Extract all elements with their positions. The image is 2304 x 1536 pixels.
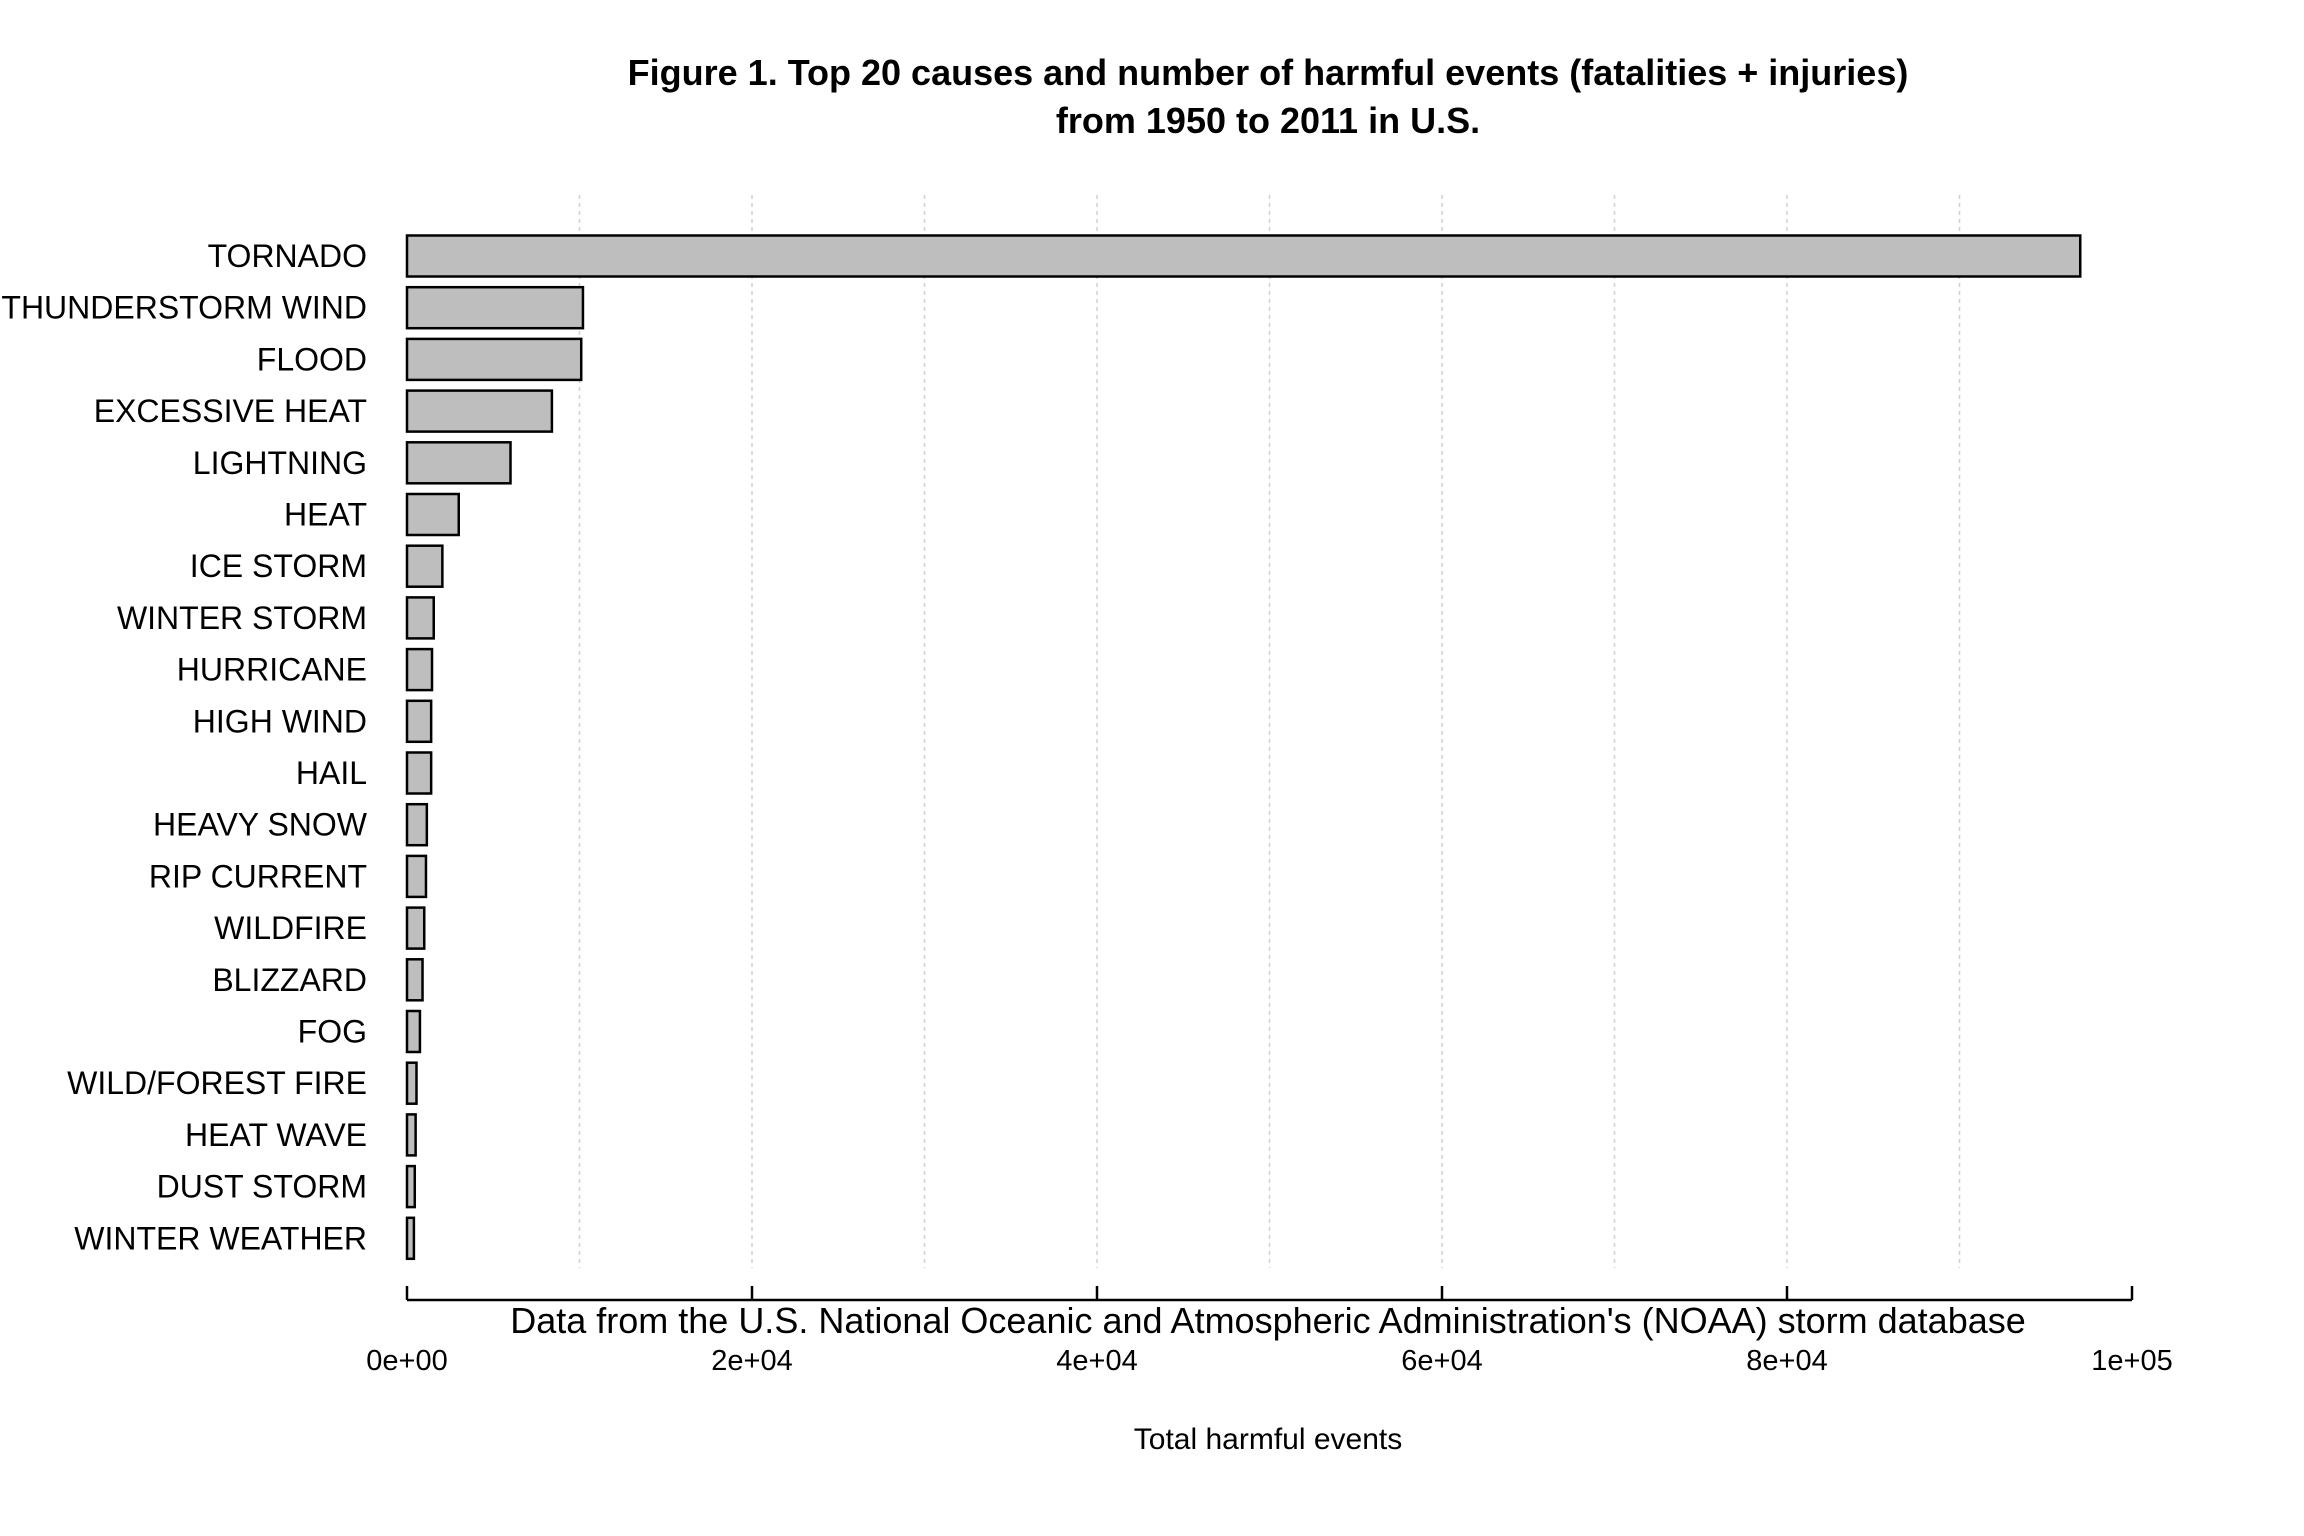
bar-0 [405, 234, 2082, 278]
chart-title-line-1: Figure 1. Top 20 causes and number of ha… [628, 52, 1909, 93]
x-tick-label-3: 6e+04 [1401, 1345, 1482, 1377]
chart-caption: Data from the U.S. National Oceanic and … [510, 1300, 2026, 1341]
x-tick-label-4: 8e+04 [1746, 1345, 1827, 1377]
bar-19 [405, 1216, 416, 1261]
bar-18 [405, 1164, 417, 1209]
category-label-11: HEAVY SNOW [153, 807, 368, 843]
category-label-8: HURRICANE [177, 652, 367, 688]
chart-title-line-2: from 1950 to 2011 in U.S. [1056, 100, 1480, 141]
bar-12 [405, 854, 428, 899]
bar-5 [405, 492, 460, 537]
gridlines [578, 195, 1961, 1268]
bar-6 [405, 544, 444, 588]
category-labels: TORNADO THUNDERSTORM WIND FLOOD EXCESSIVE H… [1, 238, 367, 1256]
x-axis-label: Total harmful events [1134, 1423, 1402, 1456]
x-tick-label-5: 1e+05 [2091, 1345, 2172, 1377]
bar-13 [405, 906, 426, 950]
bars [405, 234, 2082, 1261]
category-label-10: HAIL [296, 755, 367, 791]
category-label-1: THUNDERSTORM WIND [1, 290, 367, 326]
bar-7 [405, 596, 435, 640]
bar-17 [405, 1113, 417, 1157]
category-label-6: ICE STORM [190, 548, 367, 584]
category-label-12: RIP CURRENT [149, 858, 367, 894]
bar-16 [405, 1061, 418, 1105]
bar-2 [405, 337, 583, 382]
bar-1 [405, 285, 585, 330]
x-tick-label-1: 2e+04 [711, 1345, 792, 1377]
bar-11 [405, 802, 429, 847]
category-label-7: WINTER STORM [117, 600, 367, 636]
category-label-4: LIGHTNING [193, 445, 367, 481]
category-label-2: FLOOD [257, 341, 367, 377]
category-label-14: BLIZZARD [212, 962, 367, 998]
category-label-0: TORNADO [208, 238, 367, 274]
bar-10 [405, 751, 433, 795]
bar-9 [405, 699, 433, 744]
category-label-5: HEAT [284, 497, 367, 533]
bar-14 [405, 958, 424, 1002]
category-label-17: HEAT WAVE [185, 1117, 367, 1153]
category-label-13: WILDFIRE [214, 910, 367, 946]
category-label-19: WINTER WEATHER [74, 1220, 367, 1256]
bar-4 [405, 441, 512, 485]
category-label-16: WILD/FOREST FIRE [67, 1065, 367, 1101]
category-label-15: FOG [298, 1014, 367, 1050]
bar-15 [405, 1009, 422, 1054]
x-tick-label-2: 4e+04 [1056, 1345, 1137, 1377]
bar-3 [405, 389, 554, 433]
x-tick-label-0: 0e+00 [366, 1345, 447, 1377]
bar-8 [405, 647, 434, 692]
x-axis: 0e+00 2e+04 4e+04 6e+04 8e+04 1e+05 [366, 1286, 2173, 1377]
category-label-3: EXCESSIVE HEAT [94, 393, 367, 429]
category-label-9: HIGH WIND [193, 703, 367, 739]
category-label-18: DUST STORM [157, 1169, 367, 1205]
